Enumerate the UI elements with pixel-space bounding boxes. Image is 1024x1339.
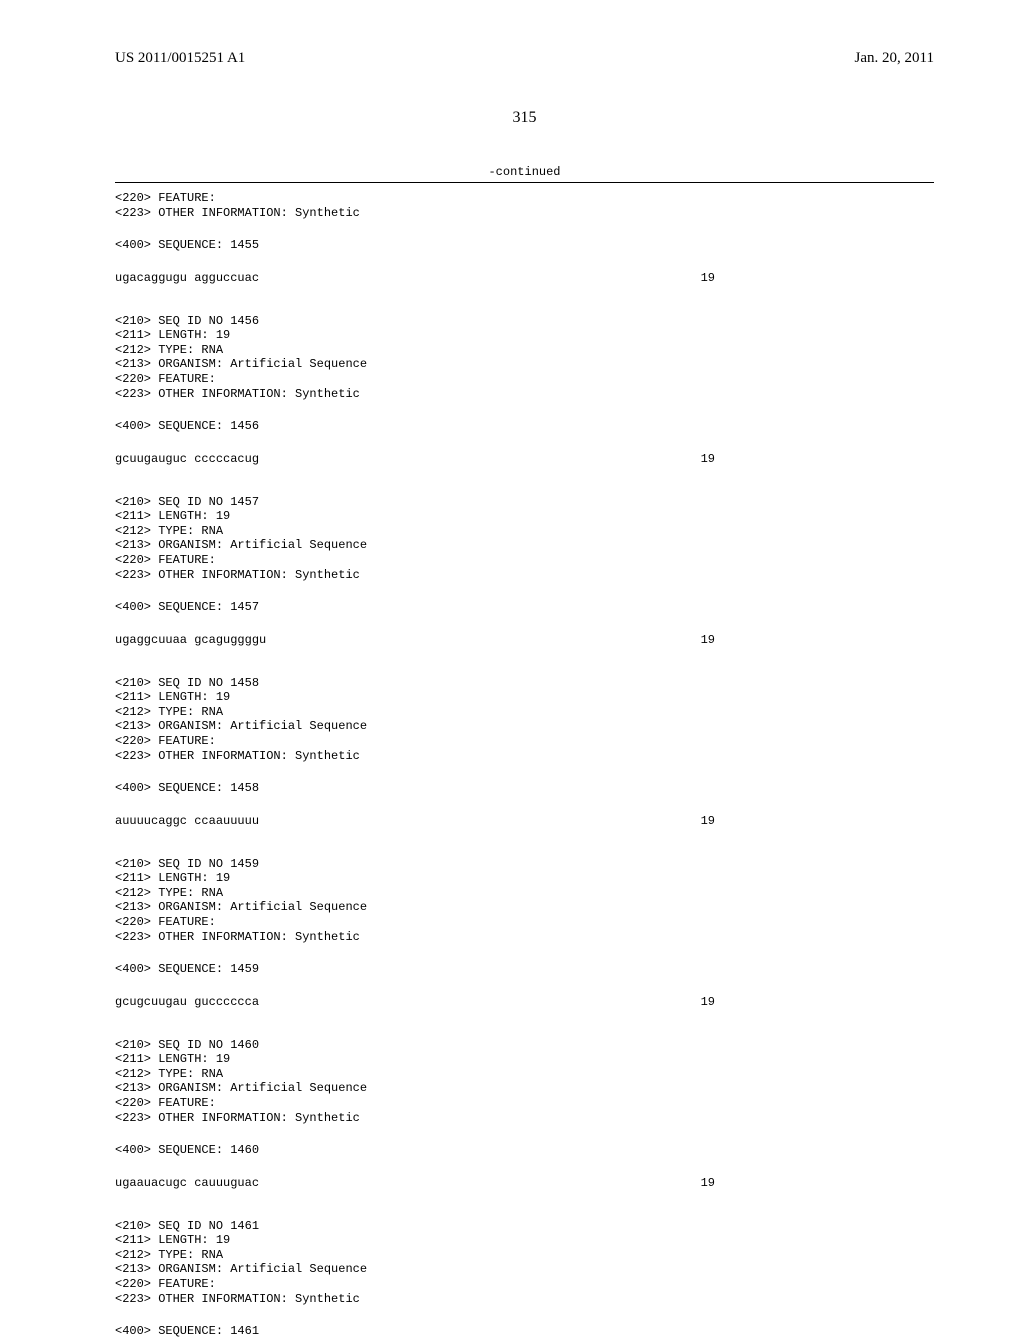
sequence-line: <213> ORGANISM: Artificial Sequence — [115, 1081, 934, 1096]
sequence-block: auuuucaggc ccaauuuuu 19 — [115, 814, 934, 829]
sequence-block: gcuugauguc cccccacug 19 — [115, 452, 934, 467]
sequence-row: ugacaggugu agguccuac 19 — [115, 271, 715, 286]
sequence-line: <211> LENGTH: 19 — [115, 328, 934, 343]
sequence-line: <400> SEQUENCE: 1458 — [115, 781, 934, 796]
sequence-block: ugaauacugc cauuuguac 19 — [115, 1176, 934, 1191]
sequence-line: <223> OTHER INFORMATION: Synthetic — [115, 206, 934, 221]
sequence-line: <400> SEQUENCE: 1459 — [115, 962, 934, 977]
sequence-block: <220> FEATURE:<223> OTHER INFORMATION: S… — [115, 191, 934, 220]
sequence-length: 19 — [701, 995, 715, 1010]
sequence-block: <400> SEQUENCE: 1459 — [115, 962, 934, 977]
sequence-line: <400> SEQUENCE: 1456 — [115, 419, 934, 434]
sequence-line: <220> FEATURE: — [115, 734, 934, 749]
sequence-line: <220> FEATURE: — [115, 553, 934, 568]
divider-line — [115, 182, 934, 183]
sequence-block: gcugcuugau gucccccca 19 — [115, 995, 934, 1010]
publication-date: Jan. 20, 2011 — [855, 50, 934, 67]
sequence-row: auuuucaggc ccaauuuuu 19 — [115, 814, 715, 829]
sequence-length: 19 — [701, 633, 715, 648]
sequence-text: gcuugauguc cccccacug — [115, 452, 259, 467]
sequence-line: <223> OTHER INFORMATION: Synthetic — [115, 387, 934, 402]
sequence-length: 19 — [701, 452, 715, 467]
sequence-line: <213> ORGANISM: Artificial Sequence — [115, 719, 934, 734]
sequence-line: <210> SEQ ID NO 1459 — [115, 857, 934, 872]
sequence-line: <220> FEATURE: — [115, 915, 934, 930]
sequence-row: ugaauacugc cauuuguac 19 — [115, 1176, 715, 1191]
sequence-line: <223> OTHER INFORMATION: Synthetic — [115, 568, 934, 583]
sequence-length: 19 — [701, 814, 715, 829]
sequence-line: <212> TYPE: RNA — [115, 524, 934, 539]
sequence-block: ugaggcuuaa gcaguggggu 19 — [115, 633, 934, 648]
sequence-line: <210> SEQ ID NO 1456 — [115, 314, 934, 329]
sequence-block: <210> SEQ ID NO 1459<211> LENGTH: 19<212… — [115, 857, 934, 945]
sequence-block: <210> SEQ ID NO 1460<211> LENGTH: 19<212… — [115, 1038, 934, 1126]
sequence-line: <400> SEQUENCE: 1455 — [115, 238, 934, 253]
sequence-line: <212> TYPE: RNA — [115, 1067, 934, 1082]
sequence-block: <400> SEQUENCE: 1457 — [115, 600, 934, 615]
sequence-row: gcuugauguc cccccacug 19 — [115, 452, 715, 467]
sequence-line: <212> TYPE: RNA — [115, 705, 934, 720]
sequence-line: <400> SEQUENCE: 1461 — [115, 1324, 934, 1339]
sequence-block: <210> SEQ ID NO 1458<211> LENGTH: 19<212… — [115, 676, 934, 764]
sequence-row: ugaggcuuaa gcaguggggu 19 — [115, 633, 715, 648]
publication-number: US 2011/0015251 A1 — [115, 50, 245, 67]
sequence-text: gcugcuugau gucccccca — [115, 995, 259, 1010]
page-container: US 2011/0015251 A1 Jan. 20, 2011 315 -co… — [0, 0, 1024, 1320]
sequence-line: <212> TYPE: RNA — [115, 1248, 934, 1263]
sequence-line: <213> ORGANISM: Artificial Sequence — [115, 900, 934, 915]
sequence-line: <220> FEATURE: — [115, 372, 934, 387]
page-number: 315 — [115, 109, 934, 127]
sequence-line: <212> TYPE: RNA — [115, 343, 934, 358]
sequence-line: <213> ORGANISM: Artificial Sequence — [115, 357, 934, 372]
sequence-block: <210> SEQ ID NO 1461<211> LENGTH: 19<212… — [115, 1219, 934, 1307]
sequence-line: <400> SEQUENCE: 1460 — [115, 1143, 934, 1158]
sequence-line: <213> ORGANISM: Artificial Sequence — [115, 1262, 934, 1277]
sequence-block: <210> SEQ ID NO 1457<211> LENGTH: 19<212… — [115, 495, 934, 583]
sequence-length: 19 — [701, 1176, 715, 1191]
sequence-block: <400> SEQUENCE: 1460 — [115, 1143, 934, 1158]
sequence-line: <223> OTHER INFORMATION: Synthetic — [115, 749, 934, 764]
sequence-line: <212> TYPE: RNA — [115, 886, 934, 901]
sequence-block: <210> SEQ ID NO 1456<211> LENGTH: 19<212… — [115, 314, 934, 402]
sequence-block: <400> SEQUENCE: 1458 — [115, 781, 934, 796]
sequence-block: <400> SEQUENCE: 1456 — [115, 419, 934, 434]
sequence-listing: <220> FEATURE:<223> OTHER INFORMATION: S… — [115, 191, 934, 1339]
sequence-line: <210> SEQ ID NO 1460 — [115, 1038, 934, 1053]
sequence-length: 19 — [701, 271, 715, 286]
sequence-line: <211> LENGTH: 19 — [115, 871, 934, 886]
sequence-line: <220> FEATURE: — [115, 1277, 934, 1292]
sequence-line: <211> LENGTH: 19 — [115, 509, 934, 524]
page-header: US 2011/0015251 A1 Jan. 20, 2011 — [115, 50, 934, 67]
sequence-block: <400> SEQUENCE: 1455 — [115, 238, 934, 253]
sequence-line: <211> LENGTH: 19 — [115, 1233, 934, 1248]
sequence-line: <223> OTHER INFORMATION: Synthetic — [115, 1111, 934, 1126]
sequence-line: <220> FEATURE: — [115, 191, 934, 206]
sequence-row: gcugcuugau gucccccca 19 — [115, 995, 715, 1010]
sequence-line: <223> OTHER INFORMATION: Synthetic — [115, 930, 934, 945]
sequence-text: ugacaggugu agguccuac — [115, 271, 259, 286]
sequence-text: ugaauacugc cauuuguac — [115, 1176, 259, 1191]
sequence-line: <400> SEQUENCE: 1457 — [115, 600, 934, 615]
sequence-block: <400> SEQUENCE: 1461 — [115, 1324, 934, 1339]
sequence-line: <213> ORGANISM: Artificial Sequence — [115, 538, 934, 553]
sequence-text: ugaggcuuaa gcaguggggu — [115, 633, 266, 648]
sequence-line: <210> SEQ ID NO 1457 — [115, 495, 934, 510]
sequence-line: <211> LENGTH: 19 — [115, 690, 934, 705]
continued-label: -continued — [115, 165, 934, 179]
sequence-text: auuuucaggc ccaauuuuu — [115, 814, 259, 829]
sequence-line: <210> SEQ ID NO 1461 — [115, 1219, 934, 1234]
sequence-line: <210> SEQ ID NO 1458 — [115, 676, 934, 691]
sequence-line: <211> LENGTH: 19 — [115, 1052, 934, 1067]
sequence-block: ugacaggugu agguccuac 19 — [115, 271, 934, 286]
sequence-line: <223> OTHER INFORMATION: Synthetic — [115, 1292, 934, 1307]
sequence-line: <220> FEATURE: — [115, 1096, 934, 1111]
